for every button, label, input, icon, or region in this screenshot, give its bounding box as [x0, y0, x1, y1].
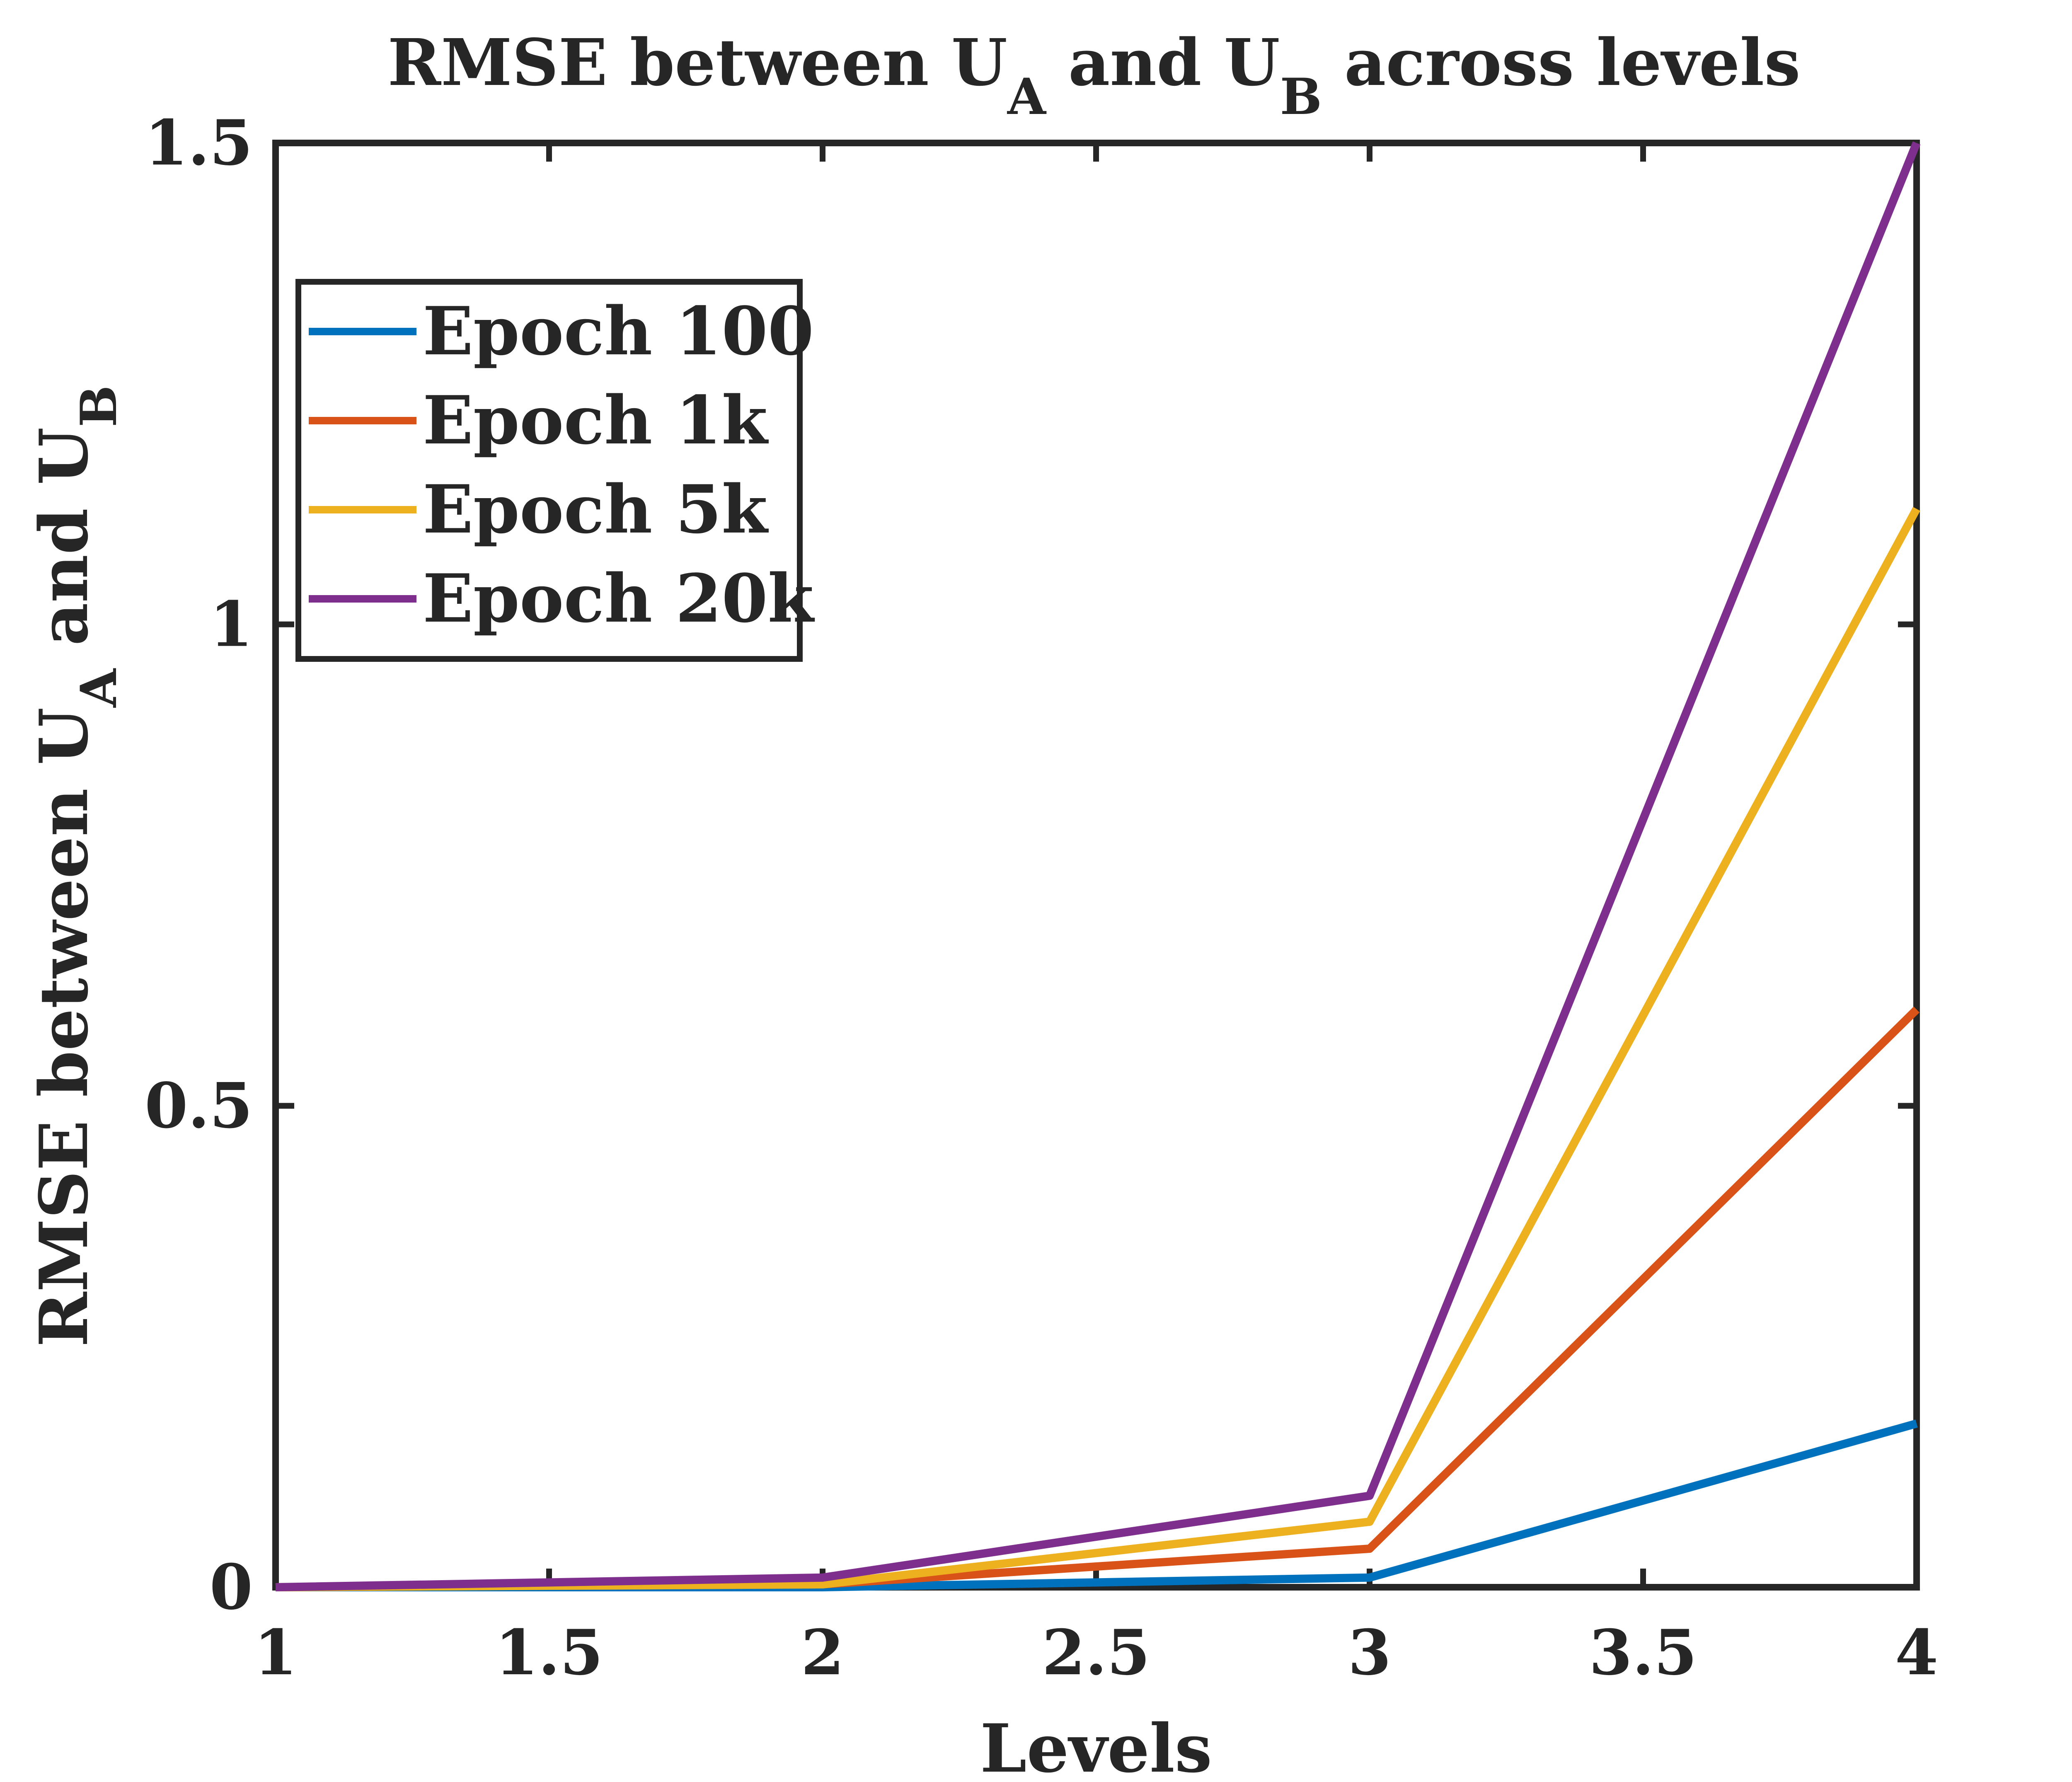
legend: Epoch 100 Epoch 1k Epoch 5k Epoch 20k [295, 279, 815, 662]
legend-entry: Epoch 100 [423, 292, 814, 370]
y-tick-label: 0.5 [145, 1069, 253, 1142]
x-tick-label: 1.5 [495, 1616, 603, 1689]
x-axis-label: Levels [980, 1709, 1212, 1782]
x-tick-label: 1 [254, 1616, 297, 1689]
y-tick-label: 1.5 [145, 107, 253, 179]
series-line-4 [275, 141, 1921, 1591]
x-tick-label: 4 [1895, 1616, 1938, 1689]
x-tick-label: 3 [1348, 1616, 1391, 1689]
legend-entry: Epoch 1k [423, 381, 769, 459]
x-tick-label: 2.5 [1042, 1616, 1150, 1689]
legend-entry: Epoch 20k [423, 559, 815, 637]
x-tick-label: 2 [801, 1616, 844, 1689]
y-tick-label: 0 [210, 1551, 253, 1624]
x-tick-label: 3.5 [1589, 1616, 1697, 1689]
series-lines [275, 141, 1921, 1591]
legend-entry: Epoch 5k [423, 470, 769, 548]
chart-title: RMSE between UA and UB across levels [387, 24, 1800, 126]
axis-tick-labels: 1 1.5 2 2.5 3 3.5 4 0 0.5 1 1.5 [145, 107, 1938, 1689]
y-axis-label: RMSE between UA and UB [25, 385, 128, 1347]
y-tick-label: 1 [210, 588, 253, 661]
